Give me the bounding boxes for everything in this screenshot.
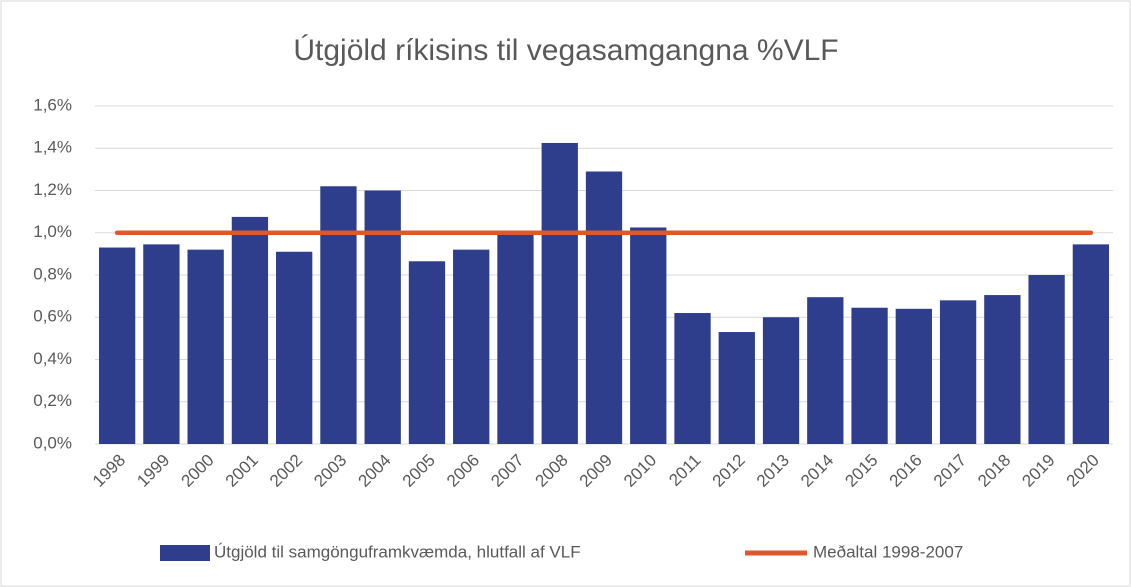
bar xyxy=(939,300,977,444)
y-tick-label: 1,0% xyxy=(33,222,72,241)
legend-label: Meðaltal 1998-2007 xyxy=(813,542,963,561)
bar xyxy=(718,332,755,444)
y-tick-label: 1,6% xyxy=(33,95,72,114)
y-tick-label: 1,4% xyxy=(33,138,72,157)
bar xyxy=(807,297,844,444)
legend-label: Útgjöld til samgönguframkvæmda, hlutfall… xyxy=(214,542,581,561)
y-tick-label: 0,2% xyxy=(33,391,72,410)
bar xyxy=(320,186,357,444)
legend-swatch xyxy=(160,545,210,561)
bar xyxy=(98,247,136,444)
bar xyxy=(851,307,888,444)
bar xyxy=(187,249,224,444)
bar xyxy=(497,232,534,444)
bar xyxy=(630,227,667,444)
bar xyxy=(1028,275,1065,444)
bar xyxy=(231,216,269,444)
y-tick-label: 0,4% xyxy=(33,349,72,368)
bar xyxy=(408,261,446,444)
bar xyxy=(984,295,1021,444)
bar xyxy=(143,244,180,444)
bar xyxy=(762,317,800,444)
bar xyxy=(1072,244,1110,444)
chart-title: Útgjöld ríkisins til vegasamgangna %VLF xyxy=(293,34,838,67)
bar xyxy=(541,142,578,444)
bar xyxy=(364,190,401,444)
bar xyxy=(674,313,711,444)
y-tick-label: 0,0% xyxy=(33,433,72,452)
y-tick-label: 0,8% xyxy=(33,264,72,283)
bar xyxy=(453,249,490,444)
bar xyxy=(895,308,932,444)
bar xyxy=(276,251,313,444)
bar xyxy=(585,171,623,445)
y-tick-label: 0,6% xyxy=(33,307,72,326)
y-tick-label: 1,2% xyxy=(33,180,72,199)
